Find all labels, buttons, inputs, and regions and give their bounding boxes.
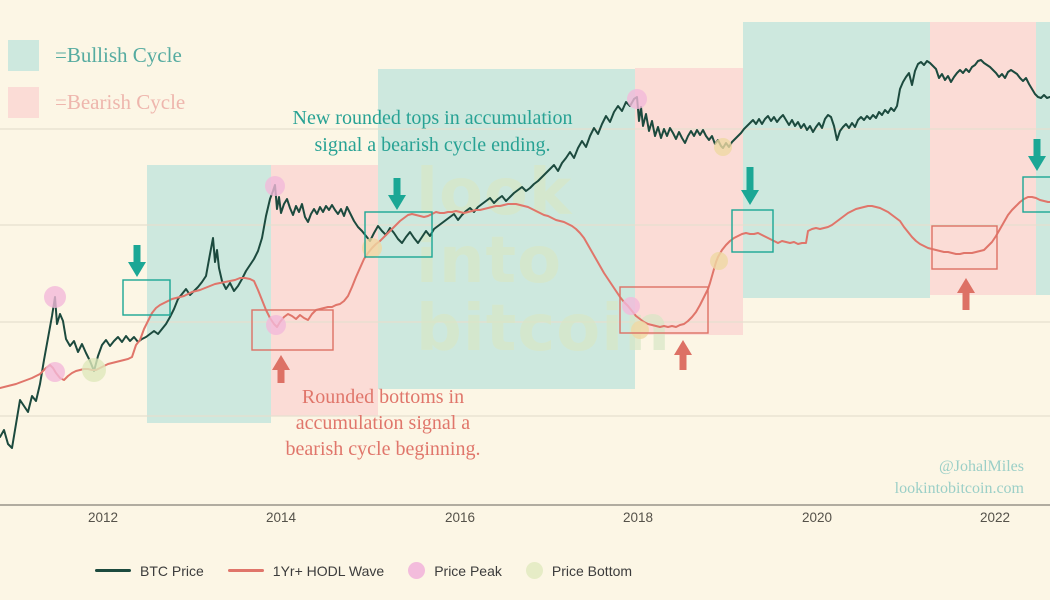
cycle-legend: =Bullish Cycle =Bearish Cycle	[8, 40, 185, 134]
x-axis-labels: 2012 2014 2016 2018 2020 2022	[0, 510, 1050, 530]
watermark-text: into	[416, 224, 562, 298]
price-bottom-marker	[710, 252, 728, 270]
bearish-swatch	[8, 87, 39, 118]
signal-arrows	[128, 139, 1046, 383]
rounded-bottom-box	[931, 225, 998, 270]
price-peak-marker	[44, 286, 66, 308]
bullish-annotation: New rounded tops in accumulation signal …	[250, 105, 615, 159]
hodl-line-swatch	[227, 569, 264, 572]
btc-price-line	[0, 59, 1050, 449]
price-peak-marker	[627, 89, 647, 109]
hodl-wave-label: 1Yr+ HODL Wave	[272, 562, 385, 579]
rounded-top-box	[731, 209, 774, 253]
btc-price-label: BTC Price	[140, 562, 204, 579]
bearish-region	[271, 165, 378, 416]
bullish-region	[743, 22, 930, 298]
rounded-top-box	[122, 279, 171, 316]
attribution-site: lookintobitcoin.com	[894, 480, 1024, 497]
bullish-cycle-legend-item: =Bullish Cycle	[8, 40, 185, 71]
price-bottom-dot-swatch	[525, 562, 543, 579]
price-peak-dot-swatch	[408, 562, 426, 579]
attribution-handle: @JohalMiles	[939, 458, 1024, 475]
arrow-up-icon	[272, 355, 290, 383]
price-bottom-marker	[362, 238, 382, 258]
price-bottom-marker	[82, 358, 106, 382]
legend-item-price-bottom: Price Bottom	[525, 562, 633, 579]
arrow-up-icon	[957, 278, 975, 310]
bearish-annotation-line: accumulation signal a	[295, 412, 471, 434]
bullish-region	[147, 165, 271, 423]
bullish-cycle-label: =Bullish Cycle	[55, 43, 182, 67]
bearish-cycle-legend-item: =Bearish Cycle	[8, 87, 185, 118]
arrow-down-icon	[1028, 139, 1046, 171]
price-peak-label: Price Peak	[434, 562, 502, 579]
price-bottom-marker	[631, 321, 649, 339]
hodl-wave-path	[0, 196, 1050, 389]
bearish-annotation: Rounded bottoms in accumulation signal a…	[238, 384, 528, 462]
rounded-bottom-box	[619, 286, 709, 334]
series-legend: BTC Price 1Yr+ HODL Wave Price Peak Pric…	[95, 562, 656, 579]
price-peak-marker	[622, 297, 640, 315]
bullish-swatch	[8, 40, 39, 71]
x-tick-label: 2018	[622, 510, 654, 525]
watermark-text: look	[416, 156, 573, 230]
rounded-bottom-box	[251, 309, 334, 351]
bearish-cycle-label: =Bearish Cycle	[55, 90, 186, 114]
price-peak-marker	[45, 362, 65, 382]
legend-item-hodl-wave: 1Yr+ HODL Wave	[227, 562, 385, 579]
price-peak-marker	[266, 315, 286, 335]
signal-boxes	[122, 176, 1050, 351]
bearish-annotation-line: Rounded bottoms in	[301, 386, 465, 408]
price-bottom-label: Price Bottom	[551, 562, 633, 579]
bullish-annotation-line: signal a bearish cycle ending.	[314, 134, 551, 156]
x-tick-label: 2020	[801, 510, 833, 525]
attribution: @JohalMiles lookintobitcoin.com	[895, 456, 1024, 500]
price-chart: lookintobitcoin	[0, 22, 1050, 506]
x-tick-label: 2012	[87, 510, 119, 525]
bearish-region	[635, 68, 743, 335]
btc-price-path	[0, 59, 1050, 449]
legend-item-btc-price: BTC Price	[95, 563, 204, 579]
arrow-down-icon	[388, 178, 406, 210]
watermark: lookintobitcoin	[416, 156, 670, 366]
arrow-down-icon	[741, 167, 759, 205]
price-bottom-marker	[714, 138, 732, 156]
bullish-region	[378, 69, 635, 389]
x-tick-label: 2016	[444, 510, 476, 525]
arrow-down-icon	[128, 245, 146, 277]
bearish-annotation-line: bearish cycle beginning.	[285, 438, 481, 460]
rounded-top-box	[1022, 176, 1050, 213]
cycle-regions	[147, 22, 1050, 423]
x-tick-label: 2014	[265, 510, 297, 525]
marker-dots	[44, 89, 732, 382]
legend-item-price-peak: Price Peak	[408, 562, 502, 579]
arrow-up-icon	[674, 340, 692, 370]
gridlines	[0, 128, 1050, 417]
hodl-wave-line	[0, 196, 1050, 389]
x-tick-label: 2022	[979, 510, 1011, 525]
btc-line-swatch	[95, 569, 131, 572]
rounded-top-box	[364, 211, 433, 258]
bullish-annotation-line: New rounded tops in accumulation	[292, 107, 573, 129]
price-peak-marker	[265, 176, 285, 196]
